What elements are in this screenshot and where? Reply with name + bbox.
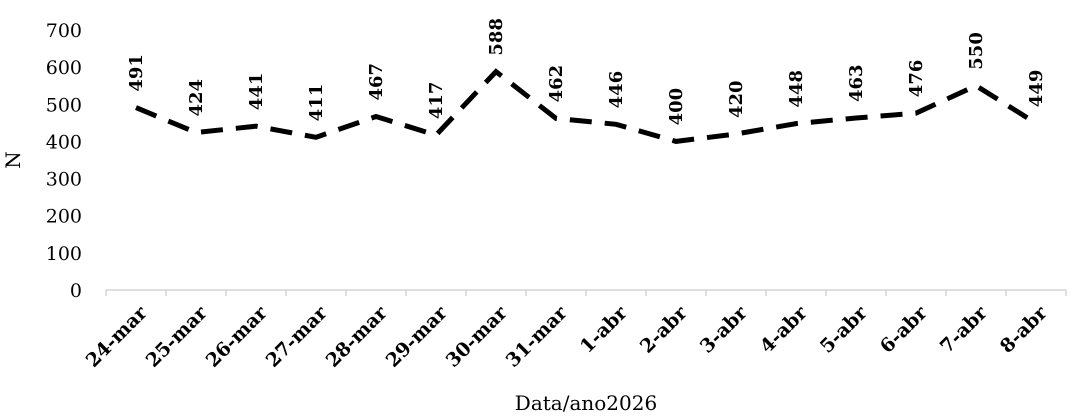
x-axis-tick-labels: 24-mar25-mar26-mar27-mar28-mar29-mar30-m… — [82, 301, 1053, 372]
data-label: 411 — [306, 84, 327, 122]
x-tick-label: 3-abr — [696, 301, 752, 357]
data-label: 463 — [846, 64, 867, 102]
x-tick-label: 7-abr — [936, 301, 992, 357]
data-label: 400 — [666, 88, 687, 126]
series-line — [135, 68, 1038, 144]
x-tick-label: 2-abr — [636, 301, 692, 357]
data-label: 588 — [486, 18, 507, 56]
x-tick-label: 24-mar — [82, 301, 153, 372]
y-tick-label: 100 — [46, 243, 82, 265]
data-labels: 491 424 441 411 467 417 588 462 446 400 420 448 463 4… — [126, 18, 1047, 125]
data-label: 491 — [126, 54, 147, 92]
y-tick-label: 500 — [46, 94, 82, 116]
data-label: 424 — [186, 79, 207, 117]
y-tick-label: 700 — [46, 20, 82, 42]
x-tick-label: 26-mar — [202, 301, 273, 372]
data-label: 446 — [606, 71, 627, 109]
y-axis-title: N — [1, 151, 25, 169]
y-tick-label: 200 — [46, 206, 82, 228]
data-label: 462 — [546, 65, 567, 103]
y-tick-label: 600 — [46, 57, 82, 79]
x-tick-label: 25-mar — [142, 301, 213, 372]
x-tick-label: 4-abr — [756, 301, 812, 357]
y-tick-label: 400 — [46, 131, 82, 153]
y-tick-label: 0 — [70, 280, 82, 302]
x-tick-label: 28-mar — [322, 301, 393, 372]
x-tick-label: 29-mar — [382, 301, 453, 372]
y-axis-ticks: 0 100 200 300 400 500 600 700 — [46, 20, 82, 302]
y-tick-label: 300 — [46, 169, 82, 191]
data-label: 467 — [366, 63, 387, 101]
x-tick-label: 27-mar — [262, 301, 333, 372]
x-axis-title: Data/ano2026 — [515, 391, 657, 415]
x-tick-label: 31-mar — [502, 301, 573, 372]
data-label: 420 — [726, 80, 747, 118]
x-tick-label: 6-abr — [876, 301, 932, 357]
data-label: 417 — [426, 82, 447, 120]
x-tick-label: 5-abr — [816, 301, 872, 357]
data-label: 550 — [966, 32, 987, 70]
data-label: 448 — [786, 70, 807, 108]
data-label: 476 — [906, 60, 927, 98]
x-tick-label: 8-abr — [996, 301, 1052, 357]
x-tick-label: 30-mar — [442, 301, 513, 372]
x-tick-label: 1-abr — [576, 301, 632, 357]
data-label: 449 — [1026, 70, 1047, 108]
data-label: 441 — [246, 73, 267, 111]
x-axis-tickmarks — [105, 290, 1067, 296]
